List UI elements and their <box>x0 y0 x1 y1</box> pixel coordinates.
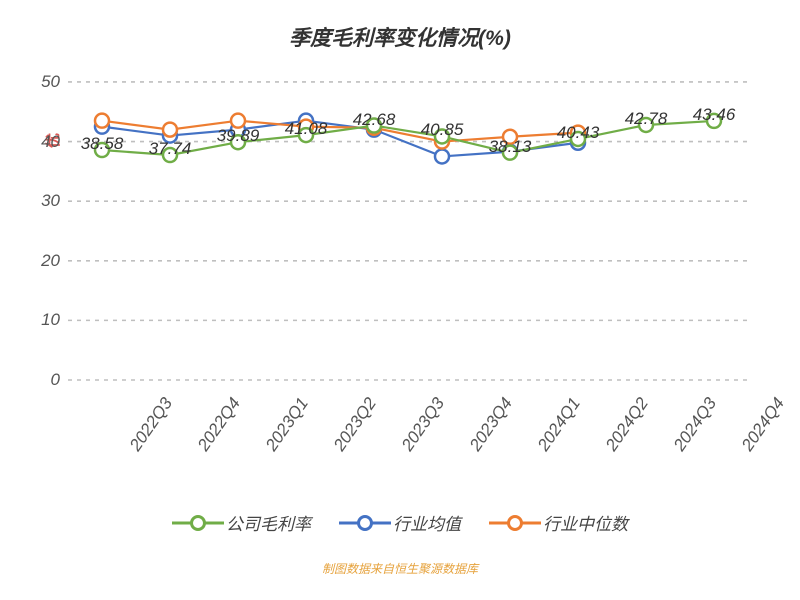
y-axis-tick-label: 50 <box>10 72 60 92</box>
legend-item: 行业均值 <box>339 510 461 535</box>
x-axis-tick-label: 2022Q3 <box>126 394 177 455</box>
x-axis-tick-label: 2023Q2 <box>330 394 381 455</box>
data-point-label: 43.46 <box>693 105 736 125</box>
legend-label: 公司毛利率 <box>226 510 311 535</box>
x-axis-tick-label: 2023Q3 <box>398 394 449 455</box>
legend-swatch <box>172 514 224 532</box>
legend-item: 行业中位数 <box>489 510 628 535</box>
data-point-label: 37.74 <box>149 139 192 159</box>
y-axis-tick-label: 30 <box>10 191 60 211</box>
data-point-label: 38.13 <box>489 137 532 157</box>
legend: 公司毛利率 行业均值 行业中位数 <box>0 510 800 535</box>
y-axis-tick-label: 20 <box>10 251 60 271</box>
data-point-label: 40.43 <box>557 123 600 143</box>
data-point-label: 42.78 <box>625 109 668 129</box>
x-axis-tick-label: 2024Q1 <box>534 394 585 455</box>
x-axis-tick-label: 2024Q4 <box>738 394 789 455</box>
legend-swatch <box>339 514 391 532</box>
data-point-label: 41.08 <box>285 119 328 139</box>
chart-title: 季度毛利率变化情况(%) <box>0 22 800 52</box>
attribution-text: 制图数据来自恒生聚源数据库 <box>0 560 800 577</box>
legend-label: 行业均值 <box>393 510 461 535</box>
legend-label: 行业中位数 <box>543 510 628 535</box>
x-axis-tick-label: 2023Q1 <box>262 394 313 455</box>
data-point-label: 40.85 <box>421 120 464 140</box>
x-axis-tick-label: 2022Q4 <box>194 394 245 455</box>
data-point-label: 38.58 <box>81 134 124 154</box>
chart-container: 季度毛利率变化情况(%) 优 公司毛利率行业均值行业中位数 制图数据来自恒生聚源… <box>0 0 800 600</box>
data-point-label: 39.89 <box>217 126 260 146</box>
x-axis-tick-label: 2024Q2 <box>602 394 653 455</box>
y-axis-tick-label: 40 <box>10 132 60 152</box>
y-axis-tick-label: 10 <box>10 310 60 330</box>
legend-item: 公司毛利率 <box>172 510 311 535</box>
data-point-label: 42.68 <box>353 110 396 130</box>
legend-swatch <box>489 514 541 532</box>
x-axis-tick-label: 2024Q3 <box>670 394 721 455</box>
x-axis-tick-label: 2023Q4 <box>466 394 517 455</box>
y-axis-tick-label: 0 <box>10 370 60 390</box>
